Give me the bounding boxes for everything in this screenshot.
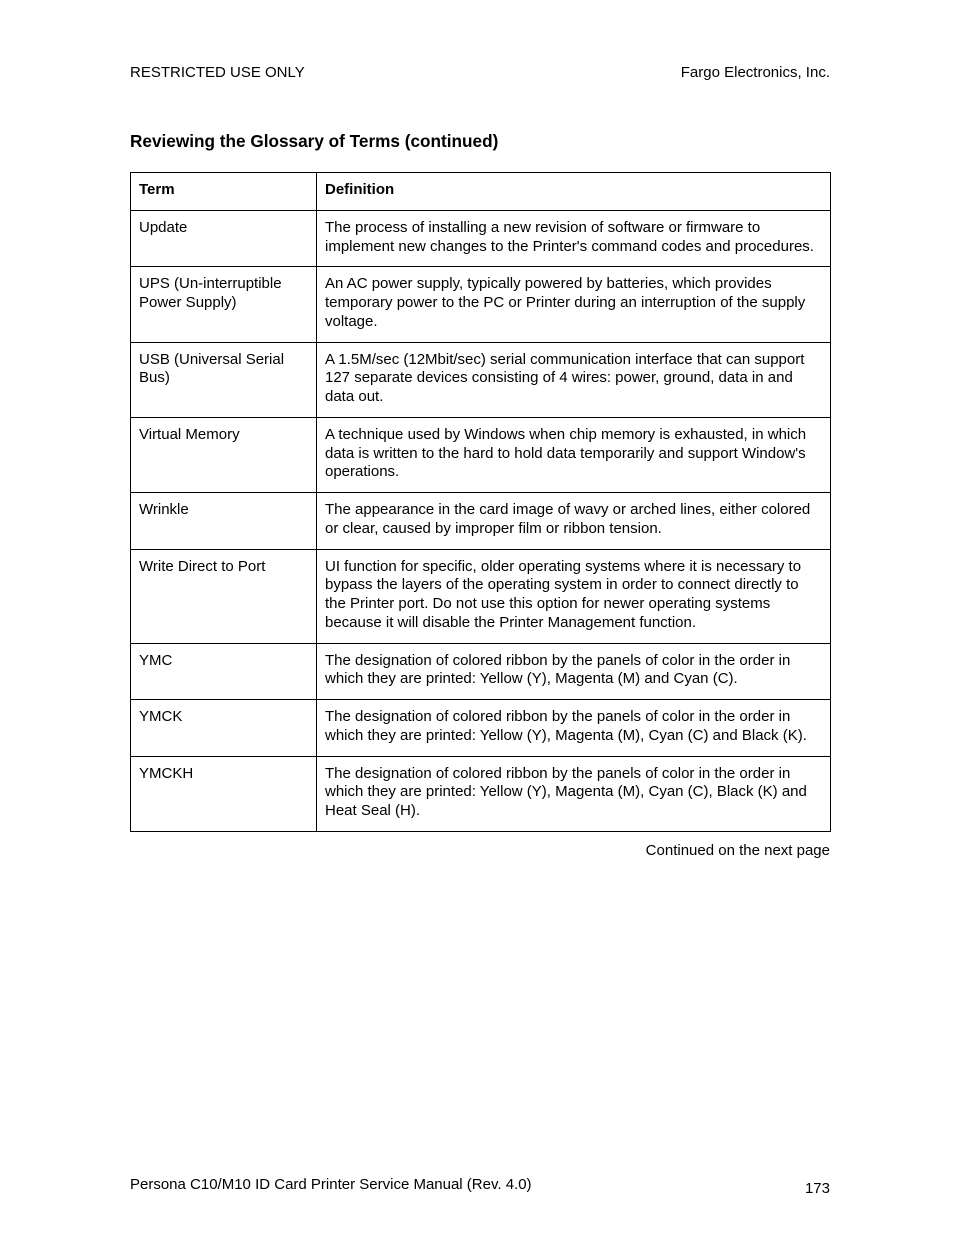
table-row: YMC The designation of colored ribbon by…: [131, 643, 831, 700]
term-cell: Wrinkle: [131, 493, 317, 550]
continued-note: Continued on the next page: [130, 842, 830, 859]
table-row: UPS (Un-interruptible Power Supply) An A…: [131, 267, 831, 342]
definition-cell: A technique used by Windows when chip me…: [317, 417, 831, 492]
col-header-term: Term: [131, 173, 317, 211]
table-row: Update The process of installing a new r…: [131, 210, 831, 267]
definition-cell: The designation of colored ribbon by the…: [317, 700, 831, 757]
term-cell: YMCK: [131, 700, 317, 757]
definition-cell: UI function for specific, older operatin…: [317, 549, 831, 643]
table-header-row: Term Definition: [131, 173, 831, 211]
term-cell: USB (Universal Serial Bus): [131, 342, 317, 417]
term-cell: Update: [131, 210, 317, 267]
term-cell: YMCKH: [131, 756, 317, 831]
table-row: YMCK The designation of colored ribbon b…: [131, 700, 831, 757]
term-cell: YMC: [131, 643, 317, 700]
definition-cell: The designation of colored ribbon by the…: [317, 643, 831, 700]
page-header: RESTRICTED USE ONLY Fargo Electronics, I…: [130, 64, 830, 81]
section-title: Reviewing the Glossary of Terms (continu…: [130, 131, 830, 152]
definition-cell: A 1.5M/sec (12Mbit/sec) serial communica…: [317, 342, 831, 417]
definition-cell: The process of installing a new revision…: [317, 210, 831, 267]
header-left: RESTRICTED USE ONLY: [130, 64, 305, 81]
definition-cell: The appearance in the card image of wavy…: [317, 493, 831, 550]
col-header-definition: Definition: [317, 173, 831, 211]
table-row: Virtual Memory A technique used by Windo…: [131, 417, 831, 492]
definition-cell: The designation of colored ribbon by the…: [317, 756, 831, 831]
term-cell: UPS (Un-interruptible Power Supply): [131, 267, 317, 342]
glossary-table: Term Definition Update The process of in…: [130, 172, 831, 832]
table-row: Write Direct to Port UI function for spe…: [131, 549, 831, 643]
term-cell: Write Direct to Port: [131, 549, 317, 643]
page-footer: Persona C10/M10 ID Card Printer Service …: [130, 1176, 830, 1193]
term-cell: Virtual Memory: [131, 417, 317, 492]
table-row: YMCKH The designation of colored ribbon …: [131, 756, 831, 831]
document-page: RESTRICTED USE ONLY Fargo Electronics, I…: [0, 0, 954, 1235]
table-row: Wrinkle The appearance in the card image…: [131, 493, 831, 550]
page-number: 173: [805, 1180, 830, 1197]
header-right: Fargo Electronics, Inc.: [681, 64, 830, 81]
table-row: USB (Universal Serial Bus) A 1.5M/sec (1…: [131, 342, 831, 417]
footer-left: Persona C10/M10 ID Card Printer Service …: [130, 1176, 532, 1193]
definition-cell: An AC power supply, typically powered by…: [317, 267, 831, 342]
